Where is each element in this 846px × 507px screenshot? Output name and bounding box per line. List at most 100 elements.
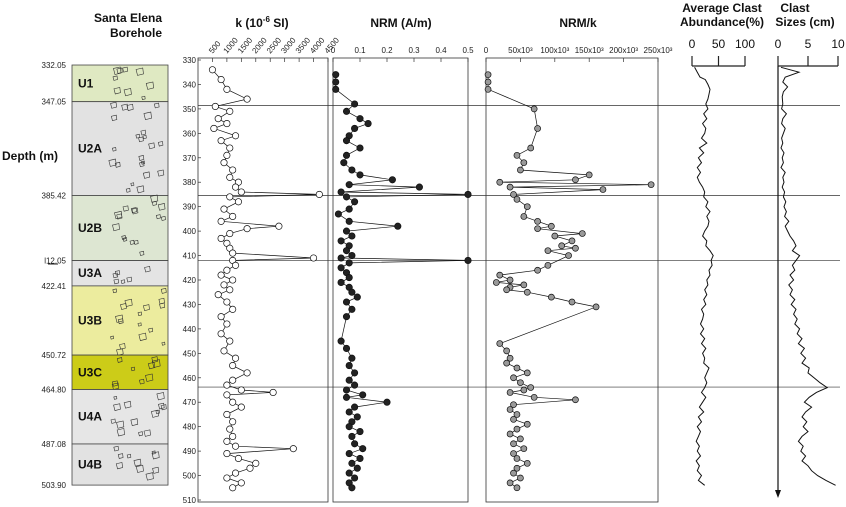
boundary-depth-label: 385.42	[42, 191, 67, 200]
data-point	[252, 459, 260, 467]
data-point	[510, 450, 517, 457]
data-point	[342, 298, 351, 306]
data-point	[342, 344, 351, 352]
data-point	[348, 305, 356, 313]
clast-glyph	[116, 213, 123, 220]
data-point	[229, 212, 237, 220]
clast-glyph	[160, 404, 167, 411]
data-point	[334, 210, 342, 218]
clast-glyph	[112, 147, 117, 152]
data-point	[506, 354, 514, 362]
k-panel-header: k (10-6 SI)	[235, 15, 288, 30]
clast-glyph	[136, 185, 145, 194]
data-point	[226, 425, 234, 433]
clast-glyph	[140, 129, 147, 136]
data-point	[356, 115, 364, 123]
data-point	[517, 435, 524, 443]
data-panels: 5001000150020002500300035004000450033034…	[183, 35, 845, 505]
x-tick-label: 0	[689, 37, 696, 51]
data-point	[226, 173, 234, 181]
data-point	[243, 95, 251, 103]
data-point	[356, 428, 364, 436]
data-point	[348, 252, 356, 260]
data-point	[359, 391, 367, 399]
data-point	[523, 459, 531, 467]
clast-glyph	[157, 203, 166, 211]
data-point	[342, 193, 351, 201]
clast-glyph	[138, 332, 147, 341]
clast-glyph	[120, 303, 127, 310]
panel-frame	[332, 57, 469, 503]
unit-band-u2a	[71, 101, 169, 196]
data-point	[568, 298, 576, 306]
data-point	[337, 254, 345, 262]
data-point	[220, 205, 228, 213]
data-point	[229, 166, 237, 174]
data-point	[348, 432, 356, 440]
panel-nrm: 0 0.1 0.2 0.3 0.4 0.5	[331, 46, 474, 503]
x-tick-label: 10	[831, 37, 845, 51]
clast-glyph	[130, 182, 135, 187]
data-point	[527, 144, 535, 152]
data-point	[348, 484, 356, 492]
data-point	[572, 244, 579, 252]
clast-glyph	[113, 395, 118, 400]
data-point	[348, 354, 356, 362]
data-point	[220, 281, 228, 289]
data-point	[237, 403, 245, 411]
x-tick-label: 500	[207, 39, 223, 55]
data-point	[226, 193, 234, 201]
clast-glyph	[157, 169, 165, 177]
panel-frame	[197, 57, 329, 503]
y-tick-label: 470	[183, 398, 197, 407]
data-point	[517, 379, 524, 387]
data-point	[647, 181, 655, 189]
data-point	[565, 252, 572, 259]
clast-glyph	[117, 318, 124, 325]
clast-glyph	[141, 95, 146, 100]
data-point	[226, 230, 234, 238]
data-point	[223, 151, 231, 159]
clast-glyph	[156, 392, 165, 401]
clast-glyph	[157, 141, 164, 147]
data-point	[232, 132, 240, 140]
data-point	[220, 159, 228, 167]
clast-glyph	[133, 239, 139, 245]
x-tick-label: 0.3	[408, 46, 420, 55]
unit-band-u3b	[71, 285, 169, 356]
data-point	[348, 459, 356, 467]
data-point	[342, 386, 351, 394]
data-point	[388, 176, 396, 184]
data-point	[220, 347, 228, 355]
data-point	[351, 381, 359, 389]
data-point	[506, 430, 514, 438]
data-point	[351, 100, 359, 108]
data-point	[510, 401, 517, 409]
data-point	[229, 484, 237, 492]
data-point	[510, 374, 517, 382]
unit-label-u2b: U2B	[78, 221, 102, 235]
clast-glyph	[121, 235, 126, 240]
y-tick-label: 510	[183, 496, 197, 505]
clast-glyph	[139, 378, 145, 385]
clast-glyph	[138, 136, 144, 143]
x-tick-label: 0.1	[354, 46, 366, 55]
data-point	[510, 440, 517, 448]
y-tick-label: 370	[183, 154, 197, 163]
x-tick-label: 5	[805, 37, 812, 51]
lithology-column: U1 U2A U2B U3A U3B U3C U4A U4B 332.05 347.05 385.4…	[42, 61, 169, 490]
data-point	[315, 190, 323, 198]
data-point	[342, 151, 351, 159]
data-point	[217, 217, 225, 225]
data-point	[223, 85, 231, 93]
clast-glyph	[155, 214, 161, 220]
clast-glyph	[144, 265, 151, 273]
data-point	[345, 274, 353, 282]
clast-glyph	[112, 223, 120, 232]
data-point	[217, 271, 225, 279]
data-point	[337, 278, 345, 286]
panel-nrm-k: 0 50x10³ 100x10³ 150x10³ 200x10³ 250x10³	[484, 46, 673, 503]
clast-glyph	[111, 382, 120, 390]
clast-glyph	[160, 215, 166, 221]
data-point	[484, 71, 492, 79]
